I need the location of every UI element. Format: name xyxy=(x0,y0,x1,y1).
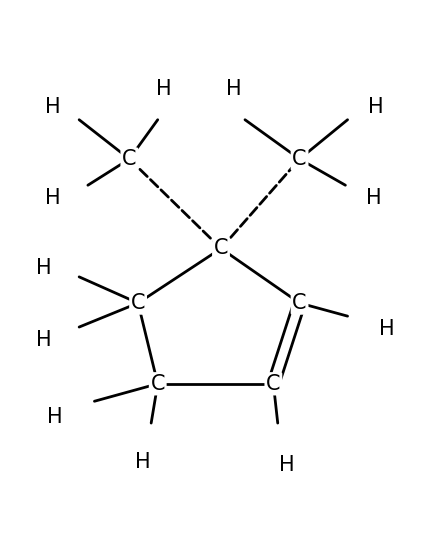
Text: H: H xyxy=(368,96,384,117)
Text: H: H xyxy=(366,189,381,208)
Text: H: H xyxy=(36,330,52,350)
Text: C: C xyxy=(292,149,307,169)
Text: H: H xyxy=(278,455,294,475)
Text: C: C xyxy=(131,293,145,313)
Text: C: C xyxy=(292,293,307,313)
Text: C: C xyxy=(266,374,281,394)
Text: H: H xyxy=(156,79,172,99)
Text: H: H xyxy=(36,258,52,278)
Text: C: C xyxy=(214,239,228,258)
Text: H: H xyxy=(47,407,63,427)
Text: C: C xyxy=(150,374,165,394)
Text: H: H xyxy=(45,189,61,208)
Text: H: H xyxy=(226,79,242,99)
Text: H: H xyxy=(135,452,150,473)
Text: H: H xyxy=(379,319,395,339)
Text: C: C xyxy=(122,149,137,169)
Text: H: H xyxy=(45,96,61,117)
